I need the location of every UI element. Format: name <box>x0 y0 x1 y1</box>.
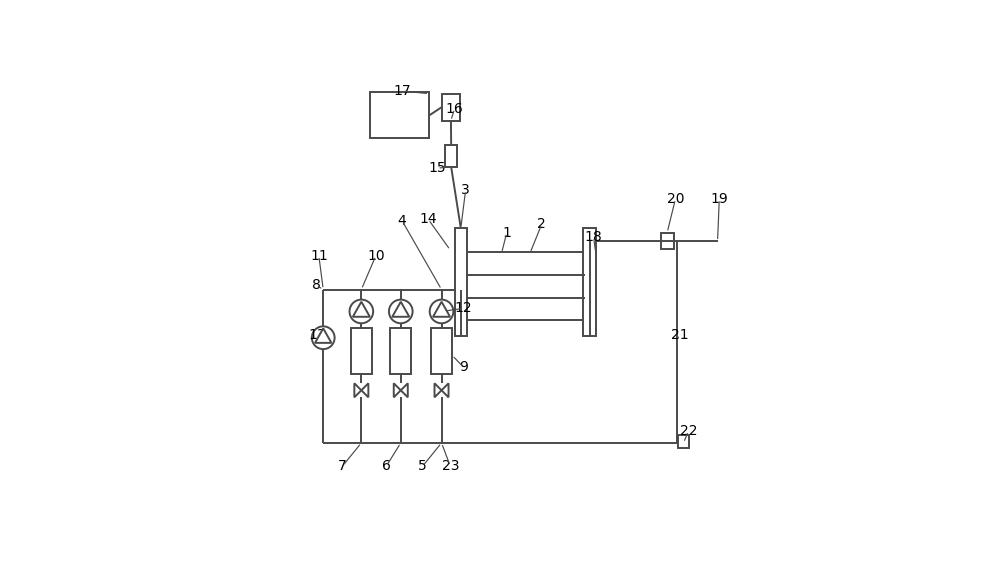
Bar <box>351 328 372 374</box>
Text: 10: 10 <box>367 249 385 263</box>
Bar <box>678 435 689 448</box>
Bar <box>390 328 411 374</box>
Text: 3: 3 <box>461 183 470 197</box>
Bar <box>661 233 674 249</box>
Text: 18: 18 <box>585 230 602 244</box>
Bar <box>445 145 457 167</box>
Bar <box>455 228 467 336</box>
Text: 4: 4 <box>398 214 406 228</box>
Polygon shape <box>442 384 449 397</box>
Text: 20: 20 <box>667 192 684 206</box>
Polygon shape <box>394 384 401 397</box>
Text: 14: 14 <box>420 212 437 226</box>
Text: 11: 11 <box>310 249 328 263</box>
Polygon shape <box>361 384 368 397</box>
Polygon shape <box>315 328 331 343</box>
Circle shape <box>430 300 453 323</box>
Text: 17: 17 <box>393 84 411 98</box>
Text: 7: 7 <box>338 459 347 473</box>
Text: 8: 8 <box>312 278 321 292</box>
Polygon shape <box>353 302 370 317</box>
Text: 12: 12 <box>455 302 472 315</box>
Polygon shape <box>354 384 361 397</box>
Text: 19: 19 <box>710 192 728 206</box>
Bar <box>466 252 585 320</box>
Text: 21: 21 <box>671 328 689 341</box>
Bar <box>431 328 452 374</box>
Polygon shape <box>401 384 408 397</box>
Text: 16: 16 <box>446 102 464 116</box>
Text: 15: 15 <box>428 161 446 175</box>
Bar <box>583 228 596 336</box>
Text: 13: 13 <box>309 328 326 341</box>
Text: 1: 1 <box>502 225 511 240</box>
Text: 5: 5 <box>418 459 427 473</box>
Text: 2: 2 <box>537 217 546 231</box>
Bar <box>370 92 429 138</box>
Circle shape <box>312 327 335 349</box>
Circle shape <box>350 300 373 323</box>
Text: 9: 9 <box>459 360 468 374</box>
Circle shape <box>389 300 413 323</box>
Polygon shape <box>433 302 450 317</box>
Text: 23: 23 <box>442 459 459 473</box>
Text: 6: 6 <box>382 459 391 473</box>
Bar <box>442 94 460 121</box>
Polygon shape <box>435 384 442 397</box>
Text: 22: 22 <box>680 424 697 438</box>
Polygon shape <box>392 302 409 317</box>
